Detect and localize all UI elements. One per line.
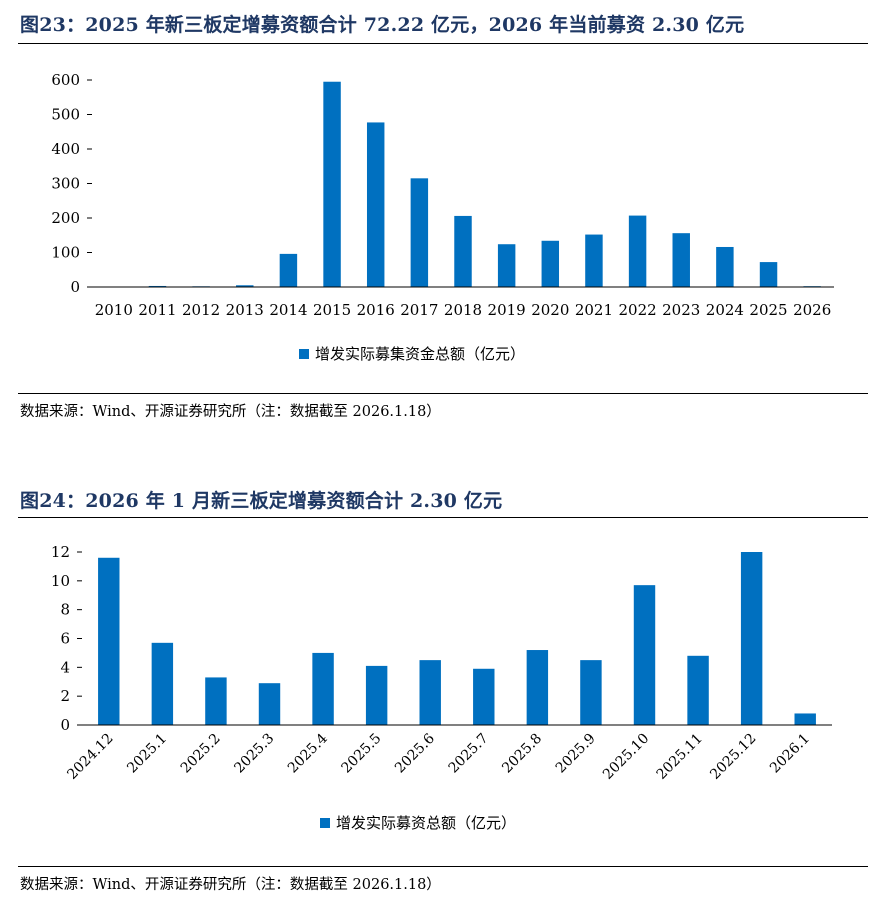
x-tick-label: 2020 — [531, 301, 569, 319]
x-tick-label: 2026.1 — [767, 731, 813, 777]
bar-2025.10 — [633, 585, 656, 725]
y-tick-label: 100 — [51, 244, 80, 262]
x-tick-label: 2025.2 — [178, 731, 224, 777]
x-tick-label: 2017 — [400, 301, 438, 319]
bar-2014 — [279, 253, 298, 287]
y-tick-label: 300 — [51, 175, 80, 193]
chart-2: 0 2 4 6 8 10 12 2024.12 2025.1 2025.2 2025.3 2025.4… — [51, 543, 832, 832]
bar-2025.2 — [205, 677, 227, 725]
figure-1-source: 数据来源：Wind、开源证券研究所（注：数据截至 2026.1.18） — [20, 404, 441, 420]
legend-swatch — [320, 818, 330, 828]
bar-2017 — [410, 178, 429, 287]
bar-2025.4 — [312, 652, 334, 725]
bar-2025.1 — [151, 642, 174, 725]
x-tick-label: 2025.12 — [707, 731, 759, 783]
x-tick-label: 2010 — [95, 301, 133, 319]
y-tick-label: 500 — [51, 106, 80, 124]
bar-2022 — [628, 215, 647, 287]
bar-2018 — [454, 215, 472, 287]
bar-2024.12 — [98, 557, 120, 725]
x-tick-label: 2026 — [793, 301, 831, 319]
bar-2025 — [759, 262, 778, 287]
x-tick-label: 2019 — [488, 301, 526, 319]
bar-2025.11 — [687, 655, 709, 725]
y-tick-label: 2 — [60, 687, 70, 705]
x-tick-label: 2025.3 — [231, 731, 277, 777]
bar-2025.5 — [365, 665, 388, 725]
x-tick-label: 2014 — [269, 301, 307, 319]
figure-1-bottom-rule — [18, 393, 868, 394]
x-tick-label: 2018 — [444, 301, 482, 319]
figure-2-top-rule — [18, 517, 868, 518]
x-tick-label: 2022 — [618, 301, 656, 319]
y-tick-label: 200 — [51, 209, 80, 227]
bar-2026.1 — [794, 713, 816, 725]
x-tick-label: 2025.4 — [285, 730, 331, 776]
x-tick-label: 2025.10 — [600, 731, 652, 783]
y-tick-label: 0 — [60, 716, 70, 734]
bar-2025.12 — [740, 552, 763, 725]
x-tick-label: 2025.5 — [339, 731, 385, 777]
bar-2020 — [541, 240, 560, 287]
x-tick-label: 2024.12 — [64, 731, 116, 783]
x-tick-label: 2025.1 — [124, 731, 170, 777]
bar-2023 — [672, 233, 690, 287]
bar-2019 — [497, 244, 516, 287]
bar-2024 — [716, 246, 734, 287]
bar-2011 — [148, 285, 167, 287]
x-tick-label: 2025.7 — [446, 731, 492, 777]
figure-2-source: 数据来源：Wind、开源证券研究所（注：数据截至 2026.1.18） — [20, 877, 441, 893]
y-tick-label: 10 — [51, 572, 70, 590]
bar-2025.3 — [258, 683, 281, 725]
bar-2021 — [585, 234, 603, 287]
figure-1-title: 图23：2025 年新三板定增募资额合计 72.22 亿元，2026 年当前募资… — [20, 14, 745, 36]
figure-2-title: 图24：2026 年 1 月新三板定增募资额合计 2.30 亿元 — [20, 490, 503, 512]
x-tick-label: 2025.9 — [553, 731, 599, 777]
y-tick-label: 6 — [60, 630, 70, 648]
x-tick-label: 2025 — [749, 301, 787, 319]
y-tick-label: 12 — [51, 543, 70, 561]
x-tick-label: 2021 — [575, 301, 613, 319]
x-tick-label: 2013 — [226, 301, 264, 319]
bar-2015 — [323, 81, 341, 287]
x-tick-label: 2025.6 — [392, 730, 438, 776]
x-tick-label: 2012 — [182, 301, 220, 319]
chart-1: 0 100 200 300 400 500 600 2010 2011 2012 2013 2014 2… — [51, 71, 834, 363]
figure-2-bottom-rule — [18, 866, 868, 867]
bar-2025.9 — [580, 660, 602, 725]
legend-swatch — [299, 349, 309, 359]
y-tick-label: 600 — [51, 71, 80, 89]
y-tick-label: 400 — [51, 140, 80, 158]
x-tick-label: 2024 — [706, 301, 744, 319]
bar-2025.8 — [526, 650, 549, 725]
y-tick-label: 0 — [70, 278, 80, 296]
bar-2025.6 — [419, 660, 441, 725]
bar-2013 — [236, 285, 254, 287]
y-tick-label: 4 — [60, 658, 70, 676]
x-tick-label: 2011 — [138, 301, 176, 319]
x-tick-label: 2023 — [662, 301, 700, 319]
bar-2016 — [366, 122, 385, 287]
x-tick-label: 2025.8 — [499, 731, 545, 777]
legend-label: 增发实际募资总额（亿元） — [336, 814, 516, 832]
x-tick-label: 2015 — [313, 301, 351, 319]
figure-1-top-rule — [18, 43, 868, 44]
bar-2025.7 — [473, 668, 495, 725]
y-tick-label: 8 — [60, 601, 70, 619]
legend-label: 增发实际募集资金总额（亿元） — [315, 345, 525, 363]
x-tick-label: 2025.11 — [654, 731, 706, 783]
x-tick-label: 2016 — [357, 301, 395, 319]
